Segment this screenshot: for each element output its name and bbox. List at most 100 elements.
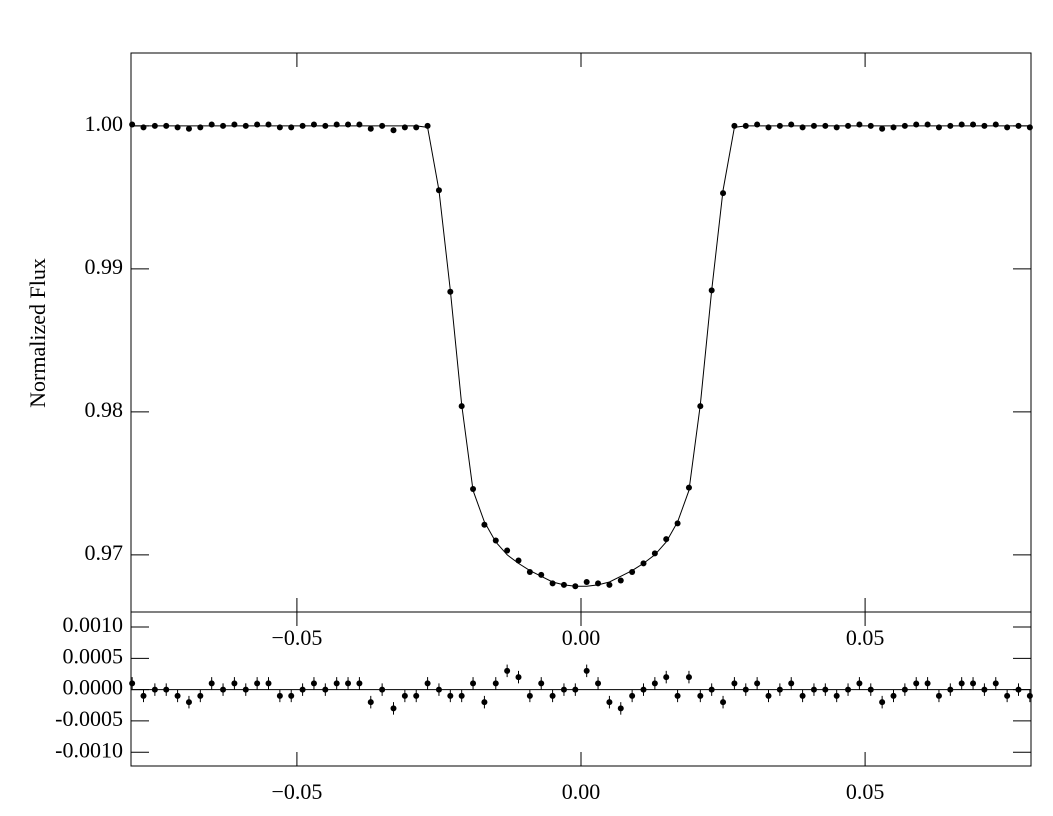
data-point [799,124,806,131]
data-point [549,692,556,699]
data-point [935,124,942,131]
data-point [299,122,306,129]
data-point [606,581,613,588]
data-point [560,581,567,588]
data-point [140,692,147,699]
data-point [958,680,965,687]
data-point [731,122,738,129]
y-tick-label: -0.0010 [55,737,123,762]
data-point [674,520,681,527]
y-axis-label: Normalized Flux [25,258,50,408]
data-point [504,667,511,674]
data-point [742,122,749,129]
data-point [822,122,829,129]
data-point [197,124,204,131]
data-point [458,692,465,699]
data-point [163,686,170,693]
data-point [856,121,863,128]
data-point [867,686,874,693]
data-point [947,686,954,693]
data-point [356,121,363,128]
data-point [970,121,977,128]
data-point [720,699,727,706]
data-point [799,692,806,699]
data-point [754,121,761,128]
data-point [367,699,374,706]
y-tick-label: -0.0005 [55,706,123,731]
data-point [174,692,181,699]
data-point [538,680,545,687]
data-point [901,686,908,693]
data-point [424,122,431,129]
data-point [663,536,670,543]
data-point [981,122,988,129]
data-point [276,124,283,131]
data-point [413,692,420,699]
data-point [913,680,920,687]
data-point [1004,692,1011,699]
data-point [276,692,283,699]
data-point [890,692,897,699]
data-point [504,547,511,554]
data-point [685,484,692,491]
data-point [879,125,886,132]
data-point [208,121,215,128]
data-point [345,680,352,687]
data-point [333,680,340,687]
data-point [379,686,386,693]
data-point [1026,692,1033,699]
data-point [265,680,272,687]
data-point [992,121,999,128]
data-point [549,580,556,587]
data-point [560,686,567,693]
data-point [731,680,738,687]
y-tick-label: 0.0010 [63,612,124,637]
data-point [776,122,783,129]
data-point [470,486,477,493]
data-point [220,686,227,693]
data-point [629,568,636,575]
data-point [185,699,192,706]
data-point [856,680,863,687]
y-tick-label: 0.0005 [63,643,124,668]
data-point [401,692,408,699]
y-tick-label: 0.99 [85,254,124,279]
x-tick-label: 0.05 [846,625,885,650]
data-point [492,537,499,544]
data-point [640,560,647,567]
data-point [845,686,852,693]
data-point [197,692,204,699]
data-point [776,686,783,693]
data-point [572,583,579,590]
data-point [617,705,624,712]
data-point [810,122,817,129]
data-point [651,550,658,557]
data-point [265,121,272,128]
data-point [890,124,897,131]
data-point [129,680,136,687]
plot-frame [130,52,1032,613]
data-point [163,122,170,129]
data-point [583,667,590,674]
data-point [515,674,522,681]
data-point [651,680,658,687]
data-point [674,692,681,699]
data-point [481,521,488,528]
data-point [958,121,965,128]
data-point [708,287,715,294]
data-point [606,699,613,706]
data-point [208,680,215,687]
data-point [583,578,590,585]
data-point [981,686,988,693]
data-point [663,674,670,681]
data-point [242,122,249,129]
data-point [685,674,692,681]
data-point [242,686,249,693]
data-point [595,680,602,687]
data-point [288,124,295,131]
data-point [867,122,874,129]
data-point [765,124,772,131]
data-point [220,122,227,129]
data-point [356,680,363,687]
